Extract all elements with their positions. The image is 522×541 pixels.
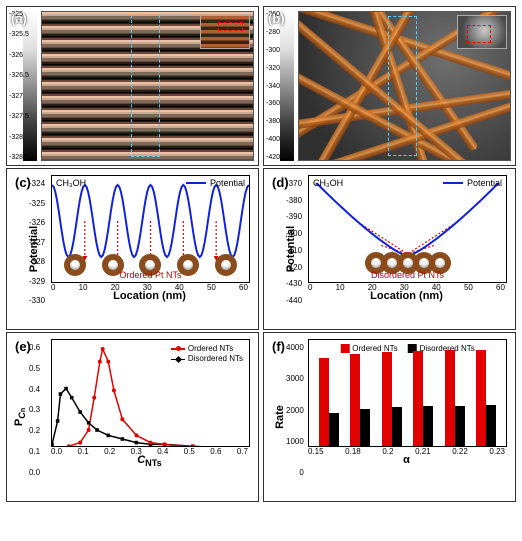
panel-e-chart: Ordered NTs Disordered NTs	[51, 339, 250, 447]
panel-e-legend: Ordered NTs Disordered NTs	[171, 344, 243, 365]
panel-d-chemical: CH₃OH	[313, 178, 343, 188]
panel-d-nt-label: Disordered Pt NTs	[309, 270, 506, 280]
panel-b-gradient	[280, 11, 294, 161]
panel-b-label: (b)	[268, 11, 285, 26]
panel-b: (b) -260-280-300-320-340-360-380-400-420	[263, 6, 516, 166]
panel-a-label: (a)	[11, 11, 27, 26]
panel-e-xlabel: CNTs	[49, 454, 250, 468]
panel-c-chemical: CH₃OH	[56, 178, 86, 188]
line-swatch-icon	[443, 182, 463, 184]
panel-c-label: (c)	[15, 175, 31, 190]
panel-e-yticks: 0.60.50.40.30.20.10.0	[29, 343, 40, 477]
panel-b-cyan-roi	[388, 16, 418, 156]
panel-a-inset	[200, 15, 250, 49]
panel-a-image	[41, 11, 254, 161]
panel-c-nt-label: Ordered Pt NTs	[52, 270, 249, 280]
panel-f-label: (f)	[272, 339, 285, 354]
figure-grid: (a) -325-325.5-326-326.5-327-327.5-328-3…	[6, 6, 516, 502]
panel-f-bars	[313, 344, 502, 446]
panel-f-chart: Ordered NTs Disordered NTs	[308, 339, 507, 447]
panel-f-yticks: 40003000200010000	[286, 343, 304, 477]
panel-d: (d) Potential -370-380-390-400-410-420-4…	[263, 168, 516, 330]
panel-b-inset-red-roi	[467, 25, 491, 43]
panel-d-label: (d)	[272, 175, 289, 190]
panel-c-yticks: -324-325-326-327-328-329-330	[29, 179, 45, 305]
panel-a: (a) -325-325.5-326-326.5-327-327.5-328-3…	[6, 6, 259, 166]
panel-d-chart: CH₃OH Potential Disordered Pt NTs	[308, 175, 507, 283]
panel-d-yticks: -370-380-390-400-410-420-430-440	[286, 179, 302, 305]
panel-f-ylabel: Rate	[274, 405, 286, 429]
panel-e: (e) PCn 0.60.50.40.30.20.10.0 Ordered NT…	[6, 332, 259, 502]
panel-c-legend-label: Potential	[210, 178, 245, 188]
panel-c-chart: CH₃OH Potential Ordered Pt NTs	[51, 175, 250, 283]
panel-b-image	[298, 11, 511, 161]
panel-d-legend-label: Potential	[467, 178, 502, 188]
panel-c-legend: Potential	[186, 178, 245, 188]
panel-b-colorbar-ticks: -260-280-300-320-340-360-380-400-420	[266, 11, 280, 161]
circle-marker-icon	[171, 348, 185, 350]
panel-a-colorbar-ticks: -325-325.5-326-326.5-327-327.5-328-328.5	[9, 11, 29, 161]
panel-a-cyan-roi	[131, 15, 161, 157]
square-marker-icon	[171, 359, 185, 361]
panel-d-legend: Potential	[443, 178, 502, 188]
line-swatch-icon	[186, 182, 206, 184]
panel-a-inset-red-roi	[218, 22, 243, 31]
panel-e-ylabel: PCn	[13, 408, 27, 426]
panel-f: (f) Rate 40003000200010000 Ordered NTs D…	[263, 332, 516, 502]
panel-c: (c) Potential -324-325-326-327-328-329-3…	[6, 168, 259, 330]
panel-e-label: (e)	[15, 339, 31, 354]
panel-f-xlabel: α	[306, 454, 507, 466]
panel-b-inset	[457, 15, 507, 49]
